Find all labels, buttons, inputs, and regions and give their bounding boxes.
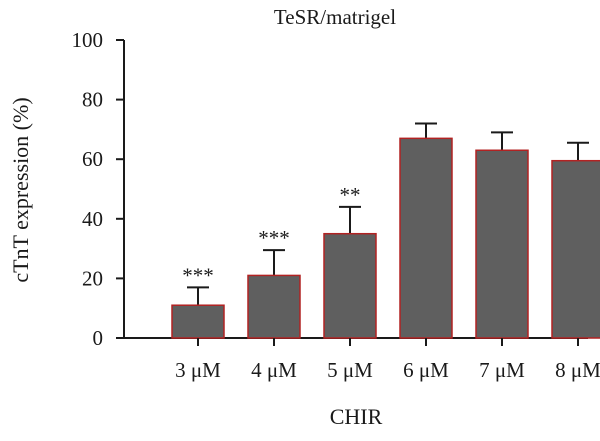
y-tick-label: 0 [93, 326, 104, 350]
y-tick-label: 100 [72, 28, 104, 52]
x-axis-title: CHIR [330, 404, 383, 429]
y-tick-label: 40 [82, 207, 103, 231]
x-tick-label: 8 μM [555, 358, 600, 382]
y-tick-label: 60 [82, 147, 103, 171]
x-tick-label: 7 μM [479, 358, 525, 382]
x-tick-label: 4 μM [251, 358, 297, 382]
bars: ******** [171, 122, 600, 339]
significance-label: *** [258, 226, 290, 250]
bar-3 [323, 232, 377, 339]
x-tick-label: 3 μM [175, 358, 221, 382]
bar-4 [399, 137, 453, 339]
significance-label: ** [340, 183, 361, 207]
significance-label: *** [182, 263, 214, 287]
bar-2 [247, 274, 301, 339]
y-tick-label: 20 [82, 266, 103, 290]
y-axis-title: cTnT expression (%) [8, 97, 33, 282]
y-tick-label: 80 [82, 88, 103, 112]
bar-1 [171, 304, 225, 339]
x-tick-label: 5 μM [327, 358, 373, 382]
y-ticks: 0 20 40 60 80 100 [72, 28, 124, 350]
x-tick-label: 6 μM [403, 358, 449, 382]
chart-title: TeSR/matrigel [274, 5, 396, 29]
bar-6 [551, 159, 600, 339]
bar-5 [475, 149, 529, 339]
x-ticks: 3 μM 4 μM 5 μM 6 μM 7 μM 8 μM [175, 338, 600, 382]
